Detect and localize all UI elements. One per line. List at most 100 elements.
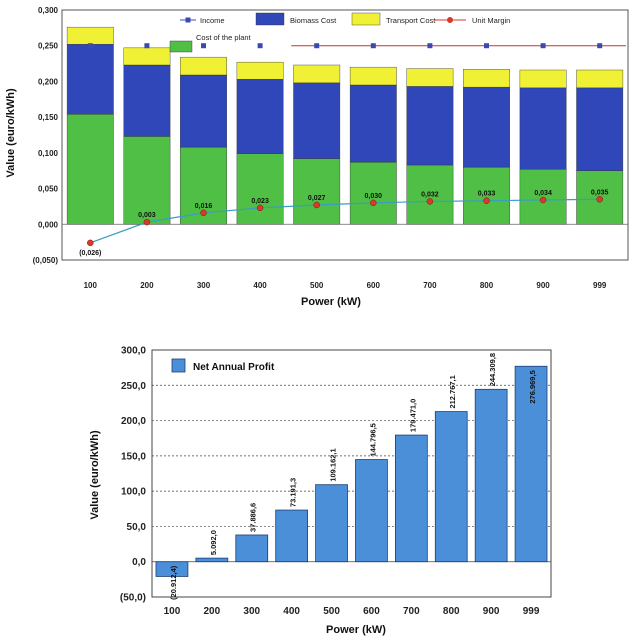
bar-transport-cost-600 [349,66,397,86]
bar-cost-of-the-plant-200 [123,136,171,225]
unit-margin-marker-999 [596,196,603,203]
bar-transport-cost-400 [236,61,284,80]
profit-label-400: 73.191,3 [289,478,298,507]
chart1-xtick-700: 700 [423,281,437,290]
chart1-ytick: 0,000 [38,220,59,229]
profit-label-999: 276.969,5 [528,370,537,403]
unit-margin-marker-500 [313,201,320,209]
profit-label-200: 5.092,0 [209,530,218,555]
income-marker-300 [201,43,206,49]
chart1-xtick-100: 100 [84,281,98,290]
unit-margin-marker-900 [539,196,547,204]
chart2-xlabel: Power (kW) [326,624,386,636]
chart2-ytick: 50,0 [127,522,147,533]
bar-cost-of-the-plant-500 [293,158,341,225]
profit-bar-800 [434,411,468,563]
chart2-ytick: 300,0 [121,346,146,357]
bar-biomass-cost-700 [406,86,454,166]
legend-biomass-label: Biomass Cost [290,16,337,25]
unit-margin-label-900: 0,034 [534,190,552,197]
chart1-ytick: (0,050) [33,256,59,265]
unit-margin-label-100: (0,026) [79,250,101,257]
bar-cost-of-the-plant-400 [236,153,284,225]
profit-label-300: 37.886,6 [249,503,258,532]
chart2-xtick-200: 200 [204,606,221,617]
chart2-xtick-100: 100 [164,606,181,617]
profit-bar-600 [355,459,388,563]
chart2-ytick: (50,0) [120,593,146,604]
unit-margin-label-200: 0,003 [138,212,156,219]
profit-label-500: 109.162,1 [329,448,338,481]
bar-cost-of-the-plant-700 [406,164,454,225]
unit-margin-marker-400 [256,204,264,212]
unit-margin-line [90,198,600,244]
chart1-ytick: 0,250 [38,42,59,51]
profit-bar-999 [514,365,548,563]
legend-margin-label: Unit Margin [472,16,510,25]
chart2-ytick: 100,0 [121,487,146,498]
legend-plant-label: Cost of the plant [196,33,252,42]
chart1-ytick: 0,150 [38,113,59,122]
profit-bar-300 [235,534,269,563]
bar-biomass-cost-300 [180,74,227,148]
profit-bar-200 [195,557,229,563]
chart1-ytick: 0,050 [38,185,59,194]
chart2-xtick-800: 800 [443,606,460,617]
chart1-ytick: 0,200 [38,77,59,86]
bar-transport-cost-100 [66,26,114,45]
chart2-xtick-600: 600 [363,606,380,617]
chart1-xtick-300: 300 [197,281,211,290]
chart2-ytick: 150,0 [121,451,146,462]
income-marker-500 [314,43,320,49]
profit-bar-900 [474,388,508,563]
chart1-xtick-400: 400 [253,281,267,290]
unit-margin-label-300: 0,016 [195,203,213,210]
chart1-ytick: 0,300 [38,6,59,15]
bar-biomass-cost-800 [463,86,510,168]
income-marker-100 [87,43,93,49]
bar-biomass-cost-500 [293,82,341,159]
unit-margin-label-400: 0,023 [251,198,269,205]
bar-transport-cost-700 [406,68,454,87]
legend-income-label: Income [200,16,225,25]
legend-transport-swatch [351,12,381,26]
income-marker-600 [370,43,376,49]
chart2-xtick-900: 900 [483,606,500,617]
chart1-xtick-600: 600 [367,281,381,290]
profit-label-900: 244.309,8 [488,353,497,386]
unit-margin-marker-700 [426,198,434,205]
income-marker-700 [427,43,433,49]
bar-transport-cost-300 [180,56,227,76]
bar-transport-cost-999 [576,69,624,89]
chart1-xlabel: Power (kW) [301,296,361,308]
legend-income-swatch [185,17,191,23]
legend-margin-swatch [447,17,453,23]
unit-margin-label-500: 0,027 [308,195,326,202]
income-marker-999 [597,43,603,49]
unit-margin-label-999: 0,035 [591,189,609,196]
income-marker-900 [540,43,546,49]
chart2-xtick-700: 700 [403,606,420,617]
unit-margin-marker-800 [483,197,490,204]
profit-label-800: 212.767,1 [448,375,457,408]
legend-profit-label: Net Annual Profit [193,362,275,373]
profit-label-100: (20.912,4) [169,565,178,600]
chart2-xtick-999: 999 [523,606,540,617]
bar-biomass-cost-100 [66,44,114,115]
bar-biomass-cost-999 [576,87,624,171]
chart1-ylabel: Value (euro/kWh) [5,88,17,178]
chart2-ytick: 250,0 [121,381,146,392]
profit-bar-100 [155,561,189,577]
chart1-ytick: 0,100 [38,149,59,158]
bar-cost-of-the-plant-100 [66,114,114,225]
bar-biomass-cost-200 [123,64,171,137]
legend-biomass-swatch [255,12,285,26]
chart1-xtick-900: 900 [536,281,550,290]
chart1-xtick-500: 500 [310,281,324,290]
chart2-xtick-300: 300 [243,606,260,617]
unit-margin-label-600: 0,030 [365,193,383,200]
chart2-ytick: 200,0 [121,416,146,427]
unit-margin-label-700: 0,032 [421,191,439,198]
chart2-ytick: 0,0 [132,557,146,568]
